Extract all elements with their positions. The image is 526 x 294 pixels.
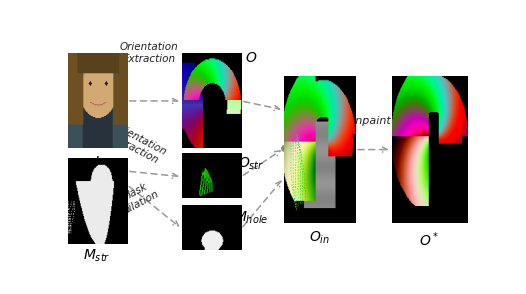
Text: $O$: $O$ [245, 51, 257, 65]
Text: Inpaint: Inpaint [353, 116, 392, 126]
Text: $I$: $I$ [94, 155, 100, 169]
Text: Orientation
Extraction: Orientation Extraction [120, 42, 179, 64]
Text: $O_{in}$: $O_{in}$ [309, 230, 330, 246]
Text: $M_{str}$: $M_{str}$ [84, 248, 111, 265]
Text: $O_{str}$: $O_{str}$ [238, 155, 265, 172]
Text: $O^*$: $O^*$ [419, 230, 440, 248]
Text: Mask
dilation: Mask dilation [116, 178, 160, 216]
Text: $M_{hole}$: $M_{hole}$ [234, 210, 268, 226]
Text: Orientation
Extraction: Orientation Extraction [106, 121, 168, 167]
